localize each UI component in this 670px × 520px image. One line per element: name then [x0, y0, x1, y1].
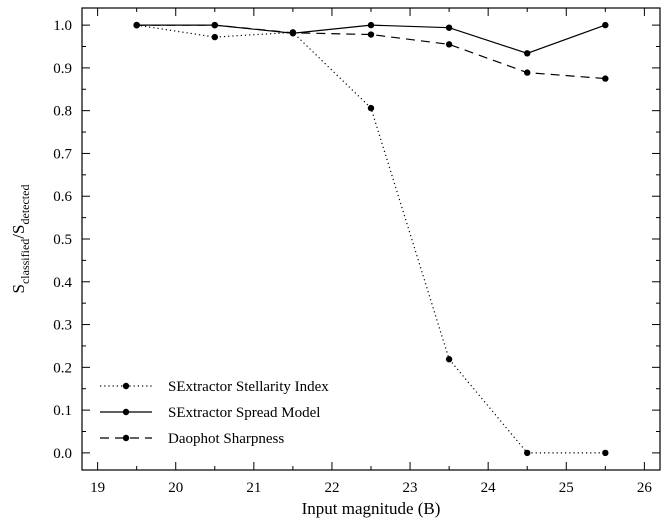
y-tick-label: 0.7 [53, 146, 72, 162]
data-point [524, 449, 531, 457]
data-point [367, 104, 375, 112]
series-dashed [133, 21, 609, 82]
legend-item: SExtractor Stellarity Index [100, 379, 329, 395]
x-tick-label: 19 [90, 480, 105, 496]
y-tick-label: 0.2 [53, 360, 72, 376]
y-axis-title-slash: / [9, 234, 28, 239]
y-axis-title-sub-a: classified [18, 239, 32, 284]
y-tick-label: 1.0 [53, 18, 72, 34]
legend-marker [122, 408, 130, 416]
y-tick-label: 0.1 [53, 403, 72, 419]
data-point [524, 50, 531, 57]
plot-frame [81, 7, 661, 471]
x-tick-label: 20 [168, 480, 183, 496]
x-tick-label: 22 [324, 480, 339, 496]
x-axis-title: Input magnitude (B) [302, 499, 441, 518]
legend-item: SExtractor Spread Model [100, 405, 320, 421]
y-tick-label: 0.3 [53, 318, 72, 334]
legend-item: Daophot Sharpness [100, 431, 284, 447]
legend-label: Daophot Sharpness [168, 431, 284, 447]
x-tick-label: 25 [559, 480, 574, 496]
x-tick-label: 26 [637, 480, 653, 496]
y-tick-label: 0.8 [53, 104, 72, 120]
x-tick-label: 23 [403, 480, 418, 496]
data-point [445, 41, 453, 48]
data-point [602, 449, 609, 457]
data-point [602, 75, 609, 82]
series-line [136, 24, 606, 54]
data-point [524, 69, 531, 76]
legend: SExtractor Stellarity Index SExtractor Sp… [100, 379, 329, 447]
y-axis-title-main-a: S [9, 284, 28, 293]
series-group [133, 21, 609, 457]
data-point [602, 21, 609, 29]
y-tick-label: 0.0 [53, 446, 72, 462]
data-point [211, 21, 218, 29]
tick-group: 19 20 21 22 23 24 25 26 0.0 0.1 0.2 0.3 0.4 0.5 0.6 0.7… [53, 8, 660, 496]
data-point [289, 29, 297, 37]
legend-marker [122, 382, 130, 390]
y-axis-title: Sclassified/Sdetected [9, 185, 32, 294]
legend-label: SExtractor Spread Model [168, 405, 320, 421]
series-solid [133, 21, 609, 57]
data-point [367, 31, 375, 38]
data-point [445, 356, 453, 363]
data-point [133, 21, 140, 29]
data-point [445, 24, 453, 31]
x-tick-label: 21 [246, 480, 261, 496]
y-tick-label: 0.4 [53, 275, 72, 291]
y-tick-label: 0.5 [53, 232, 72, 248]
y-tick-label: 0.9 [53, 61, 72, 77]
legend-marker [122, 434, 130, 442]
y-axis-title-sub-b: detected [18, 185, 32, 225]
y-axis-title-main-b: S [9, 224, 28, 233]
y-tick-label: 0.6 [53, 189, 72, 205]
data-point [367, 21, 375, 29]
legend-label: SExtractor Stellarity Index [168, 379, 329, 395]
data-point [211, 33, 218, 41]
x-tick-label: 24 [481, 480, 497, 496]
